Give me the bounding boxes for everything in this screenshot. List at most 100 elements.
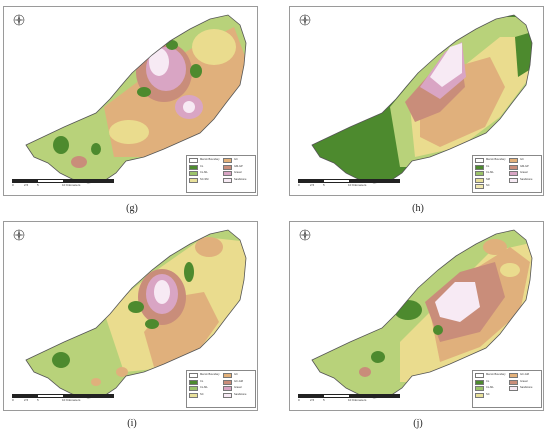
zone-dark-green — [128, 301, 144, 313]
legend-entry: SC-SM — [189, 178, 208, 183]
scale-tick-label: 0 — [12, 398, 14, 402]
zone-pale — [183, 101, 195, 113]
scale-tick-label: 10 Kilometers — [348, 398, 366, 402]
legend-entry: Mersin Boundary — [475, 373, 506, 378]
legend-entry: Mersin Boundary — [189, 373, 220, 378]
legend-swatch — [223, 171, 232, 176]
legend-label: CL-ML — [200, 386, 208, 390]
legend-entry: Sandstone — [509, 178, 532, 183]
legend-entry: CL — [189, 380, 203, 385]
map-legend: Mersin Boundary CL CL-ML SC GC GC-GM Gravel San… — [186, 370, 256, 408]
zone-dark-green — [145, 319, 159, 329]
legend-label: Mersin Boundary — [200, 373, 220, 377]
zone-dark-green — [184, 262, 194, 282]
scale-bar: 0 2.5 5 10 Kilometers — [298, 394, 408, 404]
legend-entry: Sandstone — [223, 393, 246, 398]
scale-tick-label: 5 — [37, 398, 39, 402]
scale-tick-label: 5 — [37, 183, 39, 187]
legend-swatch — [223, 386, 232, 391]
legend-swatch — [475, 393, 484, 398]
legend-entry: Mersin Boundary — [475, 158, 506, 163]
legend-entry: Gravel — [223, 386, 242, 391]
scale-bar: 0 2.5 5 10 Kilometers — [298, 179, 408, 189]
legend-swatch — [189, 178, 198, 183]
zone-tan — [91, 378, 101, 386]
legend-swatch — [189, 393, 198, 398]
legend-label: SC — [486, 184, 490, 188]
zone-dark-green — [433, 325, 443, 335]
legend-label: GC — [234, 158, 238, 162]
zone-tan — [483, 239, 507, 255]
legend-label: GC — [520, 158, 524, 162]
zone-dark-green — [91, 143, 101, 155]
legend-label: CL-ML — [486, 171, 494, 175]
zone-dark-green — [190, 64, 202, 78]
legend-entry: GC — [509, 158, 524, 163]
legend-swatch — [509, 178, 518, 183]
map-panel-i: 0 2.5 5 10 Kilometers Mersin Boundary CL CL-ML… — [3, 221, 258, 411]
zone-dark-green — [394, 300, 422, 320]
legend-swatch — [475, 171, 484, 176]
map-panel-h: 0 2.5 5 10 Kilometers Mersin Boundary CL CL-ML… — [289, 6, 544, 196]
scale-tick-label: 5 — [323, 183, 325, 187]
legend-entry: Gravel — [509, 171, 528, 176]
map-legend: Mersin Boundary CL CL-ML SC GC-GM Gravel Sands… — [472, 370, 542, 408]
legend-entry: CL-ML — [475, 171, 494, 176]
legend-swatch — [223, 178, 232, 183]
legend-swatch — [509, 158, 518, 163]
map-legend: Mersin Boundary CL CL-ML SM SC GC GM-GP Gravel S… — [472, 155, 542, 193]
legend-swatch — [189, 171, 198, 176]
zone-pale — [154, 280, 170, 304]
scale-bar: 0 2.5 5 10 Kilometers — [12, 394, 122, 404]
legend-swatch — [509, 373, 518, 378]
legend-entry: GC — [223, 373, 238, 378]
legend-entry: Gravel — [223, 171, 242, 176]
legend-swatch — [475, 158, 484, 163]
legend-label: GC-GM — [520, 373, 529, 377]
legend-label: SC — [200, 393, 204, 397]
legend-entry: GC — [223, 158, 238, 163]
legend-label: CL-ML — [486, 386, 494, 390]
legend-label: Gravel — [234, 171, 242, 175]
legend-label: Gravel — [520, 380, 528, 384]
legend-entry: SC — [475, 184, 490, 189]
legend-label: GC-GM — [234, 380, 243, 384]
legend-entry: Sandstone — [509, 386, 532, 391]
legend-label: Gravel — [520, 171, 528, 175]
scale-tick-label: 2.5 — [310, 183, 314, 187]
legend-label: GM-GP — [520, 165, 529, 169]
legend-swatch — [223, 165, 232, 170]
scale-tick-label: 5 — [323, 398, 325, 402]
legend-entry: SC — [475, 393, 490, 398]
legend-label: Sandstone — [520, 178, 532, 182]
legend-label: CL — [486, 165, 489, 169]
legend-swatch — [189, 380, 198, 385]
legend-entry: GM-GP — [509, 165, 529, 170]
legend-entry: CL — [189, 165, 203, 170]
legend-swatch — [509, 386, 518, 391]
map-panel-g: 0 2.5 5 10 Kilometers Mersin Boundary CL CL-ML… — [3, 6, 258, 196]
legend-label: SC — [486, 393, 490, 397]
legend-label: GM-GP — [234, 165, 243, 169]
legend-label: Mersin Boundary — [200, 158, 220, 162]
legend-swatch — [223, 380, 232, 385]
legend-label: CL-ML — [200, 171, 208, 175]
north-arrow-icon — [298, 13, 312, 27]
legend-swatch — [509, 380, 518, 385]
scale-bar: 0 2.5 5 10 Kilometers — [12, 179, 122, 189]
legend-swatch — [189, 373, 198, 378]
legend-label: Gravel — [234, 386, 242, 390]
zone-dark-green — [53, 136, 69, 154]
legend-entry: SM — [475, 178, 490, 183]
panel-label-j: (j) — [398, 418, 438, 429]
legend-swatch — [223, 393, 232, 398]
zone-pale — [149, 48, 169, 76]
zone-dark-green — [371, 351, 385, 363]
legend-swatch — [475, 380, 484, 385]
legend-label: Sandstone — [234, 393, 246, 397]
scale-tick-label: 2.5 — [310, 398, 314, 402]
legend-swatch — [475, 184, 484, 189]
map-legend: Mersin Boundary CL CL-ML SC-SM GC GM-GP Gravel… — [186, 155, 256, 193]
legend-swatch — [189, 386, 198, 391]
panel-label-g: (g) — [112, 203, 152, 214]
